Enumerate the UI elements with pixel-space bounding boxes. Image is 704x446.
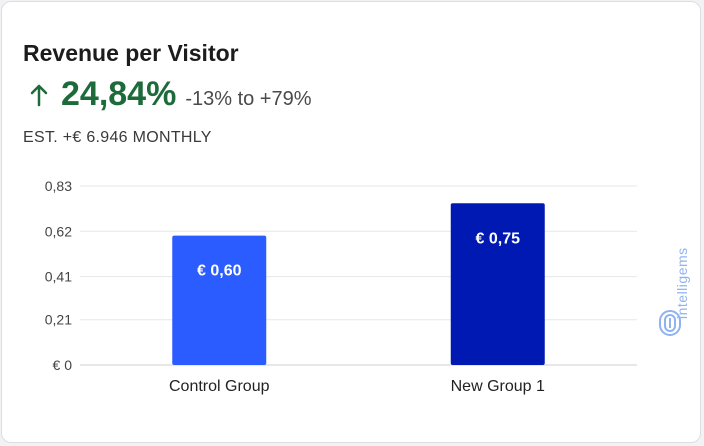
y-axis-ticks: € 0 0,21 0,41 0,62 0,83 [45,178,72,373]
chart-bars: € 0,60 Control Group € 0,75 New Group 1 [169,203,545,395]
intelligems-logo-icon [659,310,681,336]
chart-gridlines [80,185,637,366]
intelligems-watermark: intelligems [654,207,694,357]
card-title: Revenue per Visitor [23,40,239,66]
y-tick-label: 0,83 [45,178,72,194]
x-category-label: New Group 1 [451,378,545,395]
y-tick-label: 0,41 [45,269,72,285]
y-tick-label: 0,21 [45,312,72,328]
y-tick-label: € 0 [53,357,73,373]
bar-control-group[interactable] [172,235,267,365]
bar-value-label: € 0,60 [197,263,242,280]
bar-new-group-1[interactable] [450,203,545,365]
monthly-estimate: EST. +€ 6.946 MONTHLY [23,129,212,146]
confidence-range: -13% to +79% [185,88,312,110]
y-tick-label: 0,62 [45,223,72,239]
lift-value: 24,84% [61,75,177,113]
x-category-label: Control Group [169,378,270,395]
arrow-up-icon [30,84,48,106]
brand-name: intelligems [674,247,690,319]
lift-summary: 24,84% -13% to +79% [29,75,312,114]
bar-value-label: € 0,75 [476,230,521,247]
